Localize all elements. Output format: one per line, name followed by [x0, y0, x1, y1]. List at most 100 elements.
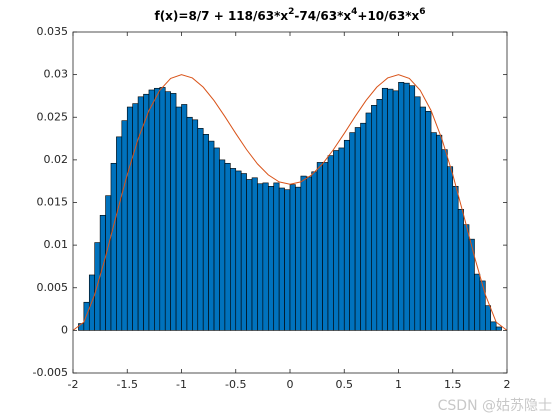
title-superscript: 2	[288, 7, 294, 17]
bar	[457, 209, 464, 331]
bar	[403, 82, 410, 331]
bar	[452, 186, 459, 331]
bar	[110, 162, 117, 331]
y-tick-label: 0.01	[44, 238, 69, 251]
bar	[430, 132, 437, 331]
bar	[354, 127, 361, 331]
bar	[338, 147, 345, 331]
bar	[419, 106, 426, 331]
bar	[240, 173, 247, 331]
bar	[121, 120, 128, 331]
y-tick-label: 0.015	[37, 196, 69, 209]
bar	[295, 186, 302, 331]
title-text: +10/63*x	[357, 9, 419, 23]
y-tick-label: 0	[61, 323, 68, 336]
bar	[126, 106, 133, 331]
bar	[219, 159, 226, 331]
x-tick-label: -1.5	[117, 378, 138, 391]
y-tick-label: 0.025	[37, 110, 69, 123]
bar	[322, 162, 329, 331]
bar	[365, 112, 372, 331]
y-tick-label: 0.02	[44, 153, 69, 166]
bar	[463, 224, 470, 331]
bar	[409, 85, 416, 331]
bar	[441, 149, 448, 331]
x-tick-label: 2	[504, 378, 511, 391]
bar	[202, 134, 209, 331]
bar	[105, 195, 112, 331]
chart-title: f(x)=8/7 + 118/63*x2-74/63*x4+10/63*x6	[154, 7, 425, 23]
bar	[392, 90, 399, 331]
y-tick-label: 0.035	[37, 25, 69, 38]
bar	[257, 183, 264, 331]
bar	[479, 280, 486, 331]
x-tick-label: -2	[68, 378, 79, 391]
bar	[267, 186, 275, 331]
x-tick-label: 1	[395, 378, 402, 391]
bar	[343, 139, 350, 331]
bar	[262, 182, 269, 331]
bar	[284, 189, 291, 331]
bar	[116, 136, 123, 331]
bar	[235, 170, 242, 331]
bar	[376, 99, 383, 331]
y-tick-label: 0.03	[44, 68, 69, 81]
bar	[246, 179, 253, 331]
bar	[143, 93, 150, 331]
bar	[447, 166, 454, 331]
bar	[159, 87, 166, 331]
bar	[398, 81, 405, 331]
fit-curve	[72, 74, 508, 331]
bar	[213, 147, 220, 331]
title-superscript: 6	[419, 7, 425, 17]
bar	[224, 162, 231, 331]
bar	[175, 106, 182, 331]
bar	[289, 184, 296, 331]
bar	[251, 177, 258, 331]
title-superscript: 4	[351, 7, 357, 17]
x-tick-label: -1	[176, 378, 187, 391]
bar	[164, 91, 171, 331]
bar	[414, 96, 421, 331]
bar	[436, 134, 443, 331]
x-tick-label: 0	[287, 378, 294, 391]
bar	[371, 105, 378, 331]
bar	[327, 155, 334, 331]
bar	[197, 128, 204, 331]
bar	[490, 321, 497, 331]
bar	[273, 182, 280, 331]
x-tick-label: 1.5	[444, 378, 462, 391]
bar	[349, 132, 356, 331]
bar	[208, 140, 215, 331]
y-tick-label: 0.005	[37, 281, 69, 294]
bar	[148, 89, 155, 331]
bar	[132, 103, 139, 331]
bar	[360, 122, 367, 331]
bar	[230, 168, 237, 331]
bar	[333, 150, 340, 331]
bar	[381, 87, 388, 331]
bar	[387, 88, 394, 331]
bar	[311, 171, 318, 331]
bar	[154, 87, 161, 331]
x-tick-label: 0.5	[336, 378, 354, 391]
bar	[278, 187, 285, 331]
bar	[186, 116, 193, 331]
y-tick-label: -0.005	[33, 366, 68, 379]
title-text: -74/63*x	[294, 9, 351, 23]
bar	[425, 110, 432, 331]
bar	[170, 93, 177, 331]
x-tick-label: -0.5	[225, 378, 246, 391]
bar	[316, 162, 323, 331]
bar	[474, 273, 481, 331]
bar	[495, 326, 502, 331]
watermark: CSDN @姑苏隐士	[438, 398, 552, 414]
bar	[305, 176, 312, 331]
bar	[300, 175, 307, 331]
bar	[181, 104, 188, 331]
bar	[192, 119, 199, 331]
title-text: f(x)=8/7 + 118/63*x	[154, 9, 288, 23]
bar	[484, 305, 492, 331]
